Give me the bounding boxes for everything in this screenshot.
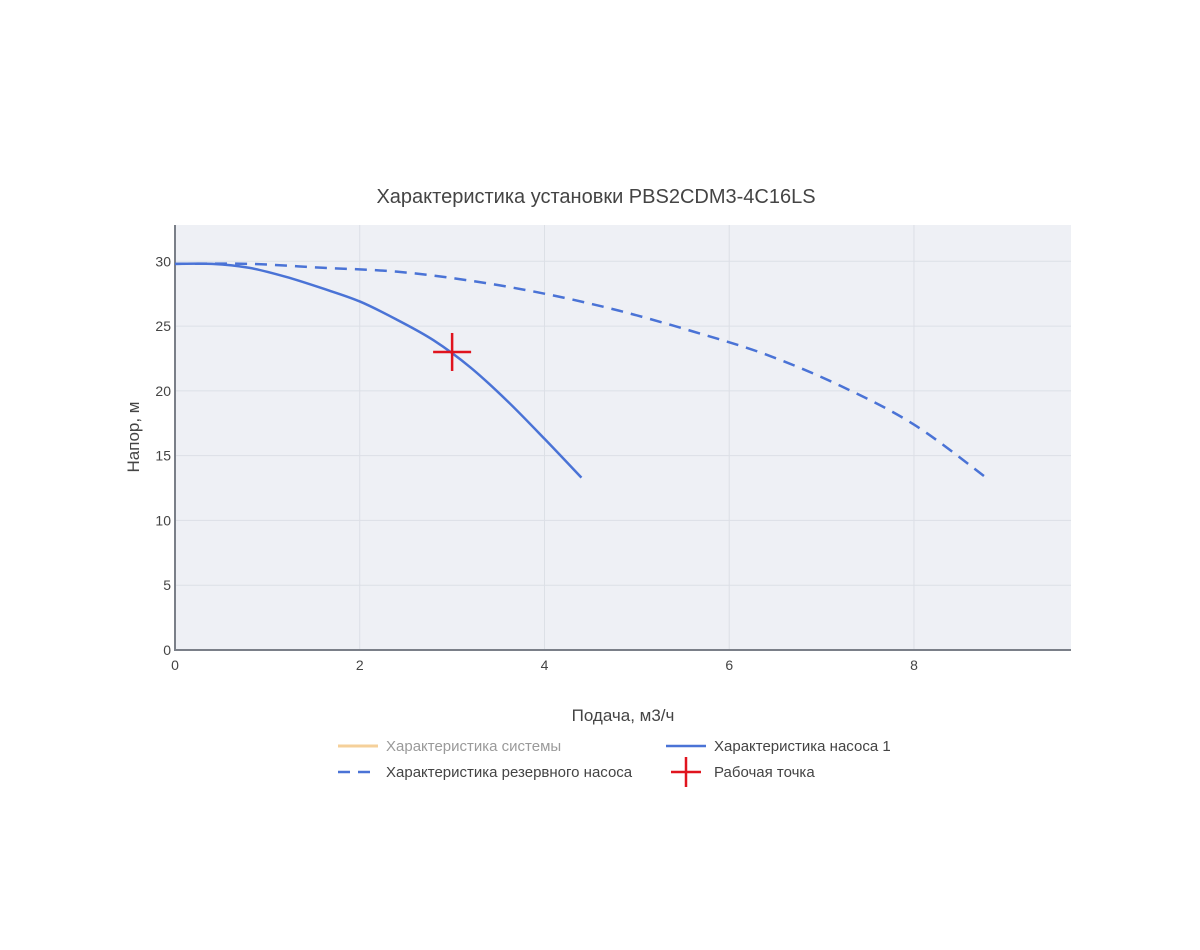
y-tick-label: 25 [155,318,171,334]
legend-label: Рабочая точка [714,764,815,781]
legend: Характеристика системы Характеристика нас… [338,738,891,787]
x-tick-label: 0 [171,657,179,673]
chart-title: Характеристика установки PBS2CDM3-4C16LS [376,186,815,208]
y-tick-label: 15 [155,448,171,464]
reserve-pump-curve [174,262,989,480]
legend-item-reserve-pump[interactable]: Характеристика резервного насоса [338,764,633,781]
y-axis-title: Напор, м [124,402,143,473]
x-tick-label: 8 [910,657,918,673]
y-tick-label: 5 [163,577,171,593]
x-tick-label: 4 [541,657,549,673]
pump-1-curve [174,262,583,479]
legend-item-operating-point[interactable]: Рабочая точка [671,757,815,787]
operating-point-marker [433,332,472,371]
y-tick-label: 10 [155,512,171,528]
legend-label: Характеристика насоса 1 [714,738,891,755]
legend-label: Характеристика системы [386,738,561,755]
y-tick-label: 30 [155,253,171,269]
x-tick-label: 2 [356,657,364,673]
tick-labels: 0 2 4 6 8 0 5 10 15 20 25 30 [155,253,918,673]
y-tick-label: 20 [155,383,171,399]
axes [174,225,1071,651]
series-layer [174,262,989,480]
legend-item-pump-1[interactable]: Характеристика насоса 1 [666,738,891,755]
x-axis-title: Подача, м3/ч [572,706,675,725]
y-tick-label: 0 [163,642,171,658]
plot-area [175,225,1071,650]
x-tick-label: 6 [725,657,733,673]
legend-label: Характеристика резервного насоса [386,764,633,781]
legend-item-system[interactable]: Характеристика системы [338,738,561,755]
